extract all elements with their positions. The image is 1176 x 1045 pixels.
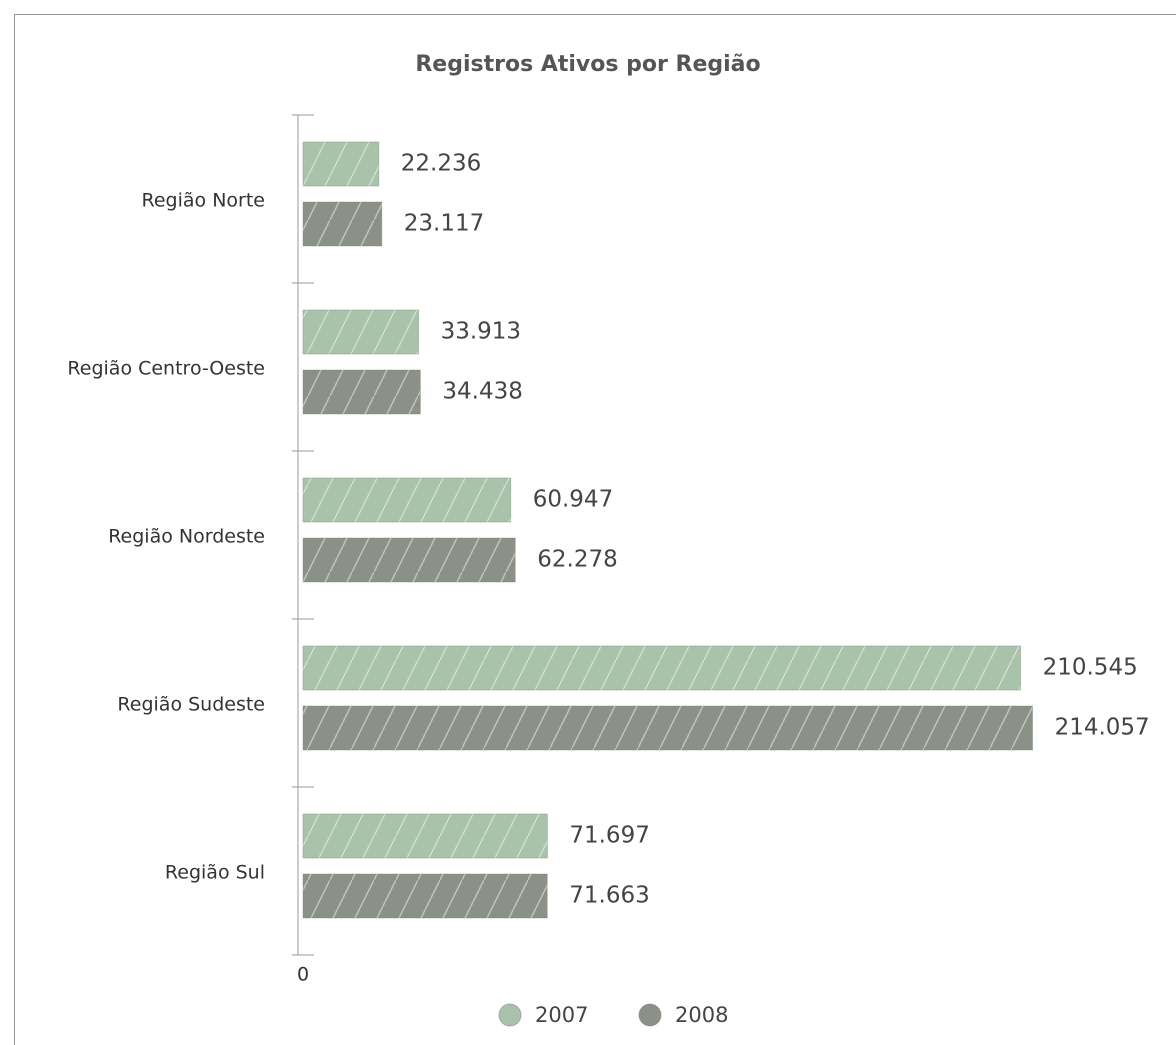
legend-label: 2008 [675, 1003, 728, 1027]
value-label: 71.697 [569, 823, 649, 849]
y-tick-label: Região Sudeste [117, 694, 265, 716]
y-tick-label: Região Norte [142, 190, 265, 212]
value-label: 23.117 [404, 211, 484, 237]
bar [302, 309, 420, 355]
bar [302, 705, 1034, 751]
value-label: 34.438 [442, 379, 522, 405]
legend-label: 2007 [535, 1003, 588, 1027]
value-label: 62.278 [537, 547, 617, 573]
value-label: 33.913 [441, 319, 521, 345]
bar [302, 141, 380, 187]
legend-swatch [638, 1003, 662, 1027]
bar [302, 477, 512, 523]
value-label: 60.947 [533, 487, 613, 513]
bar [302, 813, 548, 859]
y-tick-label: Região Centro-Oeste [67, 358, 265, 380]
frame [14, 14, 1176, 1045]
bar [302, 873, 548, 919]
bar [302, 645, 1022, 691]
value-label: 22.236 [401, 151, 481, 177]
value-label: 214.057 [1055, 715, 1150, 741]
y-tick-label: Região Nordeste [108, 526, 265, 548]
value-label: 71.663 [569, 883, 649, 909]
bar [302, 369, 421, 415]
value-label: 210.545 [1043, 655, 1138, 681]
y-tick-label: Região Sul [165, 862, 265, 884]
bar [302, 201, 383, 247]
x-tick-label: 0 [297, 964, 309, 986]
bar [302, 537, 516, 583]
chart-title: Registros Ativos por Região [415, 52, 760, 77]
legend-swatch [498, 1003, 522, 1027]
